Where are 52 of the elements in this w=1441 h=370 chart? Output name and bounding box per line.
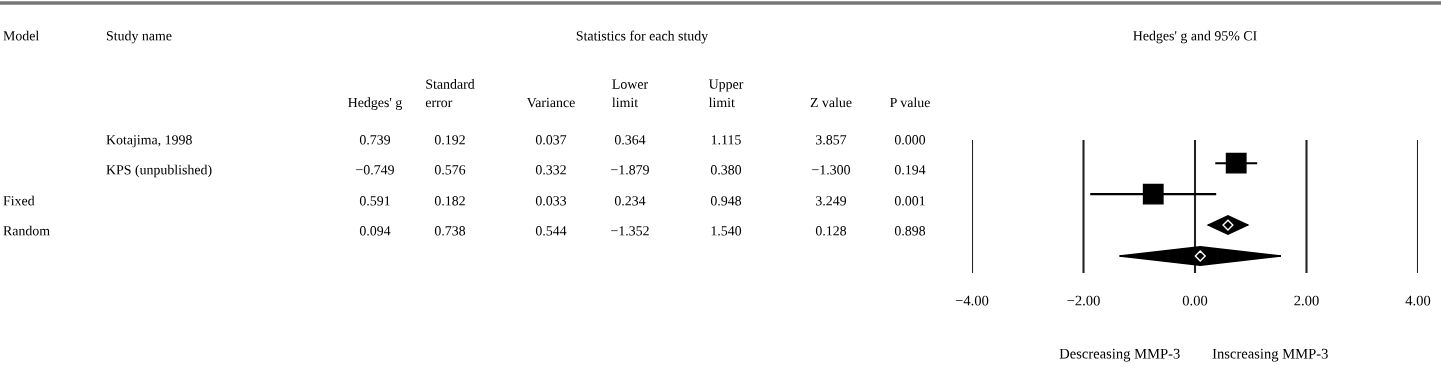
- point: [1225, 152, 1247, 174]
- text: 0.033: [535, 196, 567, 206]
- text: 3.249: [816, 196, 847, 206]
- text: 0.544: [535, 226, 567, 236]
- text: 0.234: [614, 196, 646, 206]
- category-label: Standard error: [425, 79, 475, 108]
- text: Fixed: [3, 195, 35, 206]
- text: KPS (unpublished): [106, 164, 212, 178]
- text: 0.128: [815, 226, 847, 236]
- text: 0.898: [894, 226, 926, 236]
- category-label: Variance: [526, 97, 575, 108]
- category-label: Study name: [106, 30, 172, 44]
- text: Descreasing MMP-3: [1059, 348, 1180, 362]
- text: −1.879: [611, 165, 649, 175]
- text: −1.300: [812, 165, 851, 175]
- x-tick-label: −2.00: [1067, 295, 1100, 306]
- text: 0.380: [710, 165, 742, 175]
- text: 0.194: [894, 165, 926, 175]
- text: −1.352: [611, 226, 649, 236]
- text: 0.591: [359, 196, 390, 206]
- text: 0.192: [434, 135, 465, 145]
- text: 0.948: [710, 196, 742, 206]
- text: Random: [3, 225, 50, 236]
- category-label: Z value: [810, 97, 852, 108]
- x-tick-label: −4.00: [955, 295, 989, 306]
- category-label: Model: [3, 30, 39, 41]
- x-tick-label: 4.00: [1405, 295, 1431, 306]
- text: 0.738: [434, 226, 466, 236]
- x-tick-label: 0.00: [1182, 295, 1208, 306]
- point: [1142, 183, 1164, 205]
- chart-title: Hedges' g and 95% CI: [1133, 30, 1257, 44]
- text: Statistics for each study: [576, 30, 709, 44]
- text: 0.182: [434, 196, 465, 206]
- text: Inscreasing MMP-3: [1212, 348, 1328, 362]
- text: 0.000: [894, 135, 926, 145]
- category-label: Hedges' g: [348, 97, 403, 110]
- text: −0.749: [356, 165, 394, 175]
- text: 0.364: [614, 135, 646, 145]
- text: 0.332: [535, 165, 566, 175]
- text: 0.094: [359, 226, 391, 236]
- category-label: Upper limit: [708, 79, 744, 108]
- text: Kotajima, 1998: [106, 135, 192, 148]
- x-tick-label: 2.00: [1294, 295, 1319, 306]
- text: 1.540: [711, 226, 742, 236]
- category-label: Lower limit: [612, 79, 648, 108]
- text: 0.001: [894, 196, 925, 206]
- text: 0.739: [359, 135, 391, 145]
- text: 0.576: [434, 165, 466, 175]
- text: 0.037: [535, 135, 567, 145]
- text: 1.115: [711, 135, 741, 145]
- text: 3.857: [816, 135, 847, 145]
- category-label: P value: [890, 97, 930, 108]
